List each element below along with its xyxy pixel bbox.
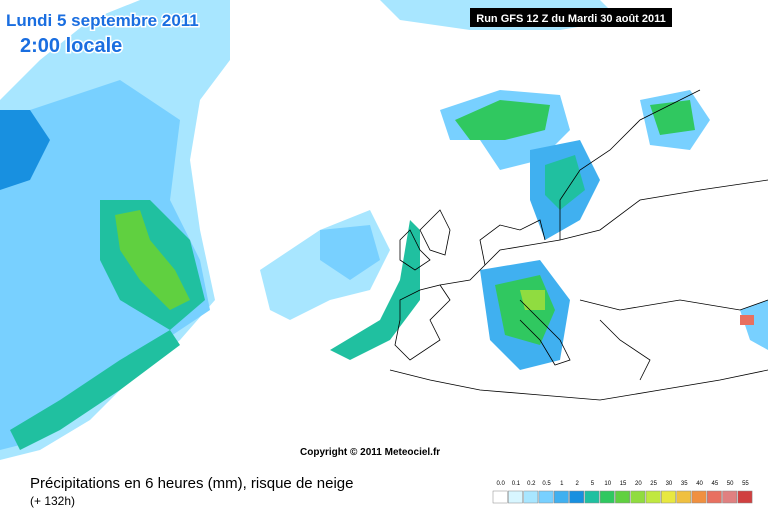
coastlines — [389, 89, 768, 401]
legend-swatch — [538, 490, 554, 504]
legend-swatch — [523, 490, 539, 504]
legend-label: 55 — [742, 481, 749, 487]
legend-swatch — [492, 490, 508, 504]
legend-swatch — [676, 490, 692, 504]
time-title: 2:00 locale — [20, 35, 122, 57]
legend-label: 25 — [650, 481, 657, 487]
legend-swatch — [737, 490, 753, 504]
run-box — [470, 8, 672, 27]
caption-title: Précipitations en 6 heures (mm), risque … — [30, 475, 354, 492]
legend-label: 45 — [712, 481, 719, 487]
legend-swatch — [599, 490, 615, 504]
legend-label: 0.0 — [496, 481, 505, 487]
legend-label: 10 — [604, 481, 611, 487]
legend-label: 50 — [727, 481, 734, 487]
legend-label: 35 — [681, 481, 688, 487]
legend-swatch — [691, 490, 707, 504]
legend-label: 0.1 — [512, 481, 521, 487]
legend-label: 0.5 — [542, 481, 551, 487]
legend-swatch — [661, 490, 676, 504]
legend-label: 15 — [620, 481, 627, 487]
caption-subtitle: (+ 132h) — [30, 494, 75, 508]
legend-swatch — [645, 490, 661, 504]
legend: 0.0 0.1 0.2 0.5 1 2 5 10 15 20 25 30 35 40 45 50 55 — [492, 481, 753, 504]
legend-swatch — [553, 490, 569, 504]
copyright: Copyright © 2011 Meteociel.fr — [300, 447, 440, 458]
legend-swatch — [569, 490, 585, 504]
legend-label: 30 — [666, 481, 673, 487]
legend-swatch — [584, 490, 600, 504]
legend-swatch — [722, 490, 738, 504]
run-label: Run GFS 12 Z du Mardi 30 août 2011 — [476, 13, 666, 25]
legend-swatch — [706, 490, 722, 504]
legend-label: 2 — [575, 481, 579, 487]
legend-label: 1 — [560, 481, 564, 487]
legend-label: 0.2 — [527, 481, 536, 487]
legend-swatch — [508, 490, 523, 504]
legend-swatch — [615, 490, 630, 504]
legend-label: 5 — [591, 481, 595, 487]
legend-label: 20 — [635, 481, 642, 487]
legend-swatch — [630, 490, 646, 504]
legend-label: 40 — [696, 481, 703, 487]
date-title: Lundi 5 septembre 2011 — [6, 11, 199, 30]
